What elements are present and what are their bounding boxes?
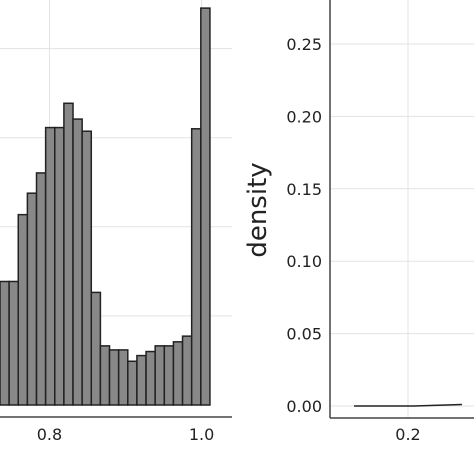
left-histogram-panel: 0.8 1.0 <box>0 0 232 444</box>
right-y-tick-label: 0.15 <box>286 180 322 199</box>
histogram-bar <box>26 192 38 406</box>
right-grid <box>330 0 474 418</box>
density-line <box>354 403 463 407</box>
y-axis-label: density <box>243 162 273 257</box>
left-x-tick-label: 0.8 <box>37 425 62 444</box>
histogram-bar <box>54 126 65 406</box>
right-axes <box>329 0 474 419</box>
histogram-bar <box>190 128 202 406</box>
right-x-tick-labels: 0.2 <box>395 425 420 444</box>
histogram-bar <box>99 345 111 406</box>
histogram-bar <box>8 280 20 406</box>
histogram-bar <box>200 7 211 406</box>
histogram-bar <box>44 126 56 406</box>
histogram-bar <box>90 291 102 406</box>
density-series-line <box>354 403 463 407</box>
right-y-tick-label: 0.25 <box>286 35 322 54</box>
right-y-tick-label: 0.05 <box>286 325 322 344</box>
right-y-tick-label: 0.10 <box>286 252 322 271</box>
right-density-panel: 0.00 0.05 0.10 0.15 0.20 0.25 0.2 density <box>243 0 474 444</box>
histogram-bar <box>127 360 138 406</box>
histogram-bar <box>63 102 74 406</box>
left-x-tick-labels: 0.8 1.0 <box>37 425 215 444</box>
histogram-bar <box>72 118 83 406</box>
histogram-bar <box>117 349 129 406</box>
histogram-bar <box>181 335 193 406</box>
histogram-bar <box>145 350 156 406</box>
histogram-bar <box>0 280 10 406</box>
histogram-bar <box>172 341 184 406</box>
histogram-bar <box>17 213 29 406</box>
histogram-bar <box>35 172 47 406</box>
right-y-tick-label: 0.00 <box>286 397 322 416</box>
histogram-bar <box>81 130 93 406</box>
histogram-bar <box>163 345 175 406</box>
right-y-tick-label: 0.20 <box>286 107 322 126</box>
left-x-tick-label: 1.0 <box>189 425 214 444</box>
histogram-bar <box>154 345 166 406</box>
histogram-bars <box>0 7 211 406</box>
histogram-bar <box>136 354 147 406</box>
right-y-tick-labels: 0.00 0.05 0.10 0.15 0.20 0.25 <box>286 35 322 416</box>
right-x-tick-label: 0.2 <box>395 425 420 444</box>
histogram-bar <box>108 349 120 406</box>
